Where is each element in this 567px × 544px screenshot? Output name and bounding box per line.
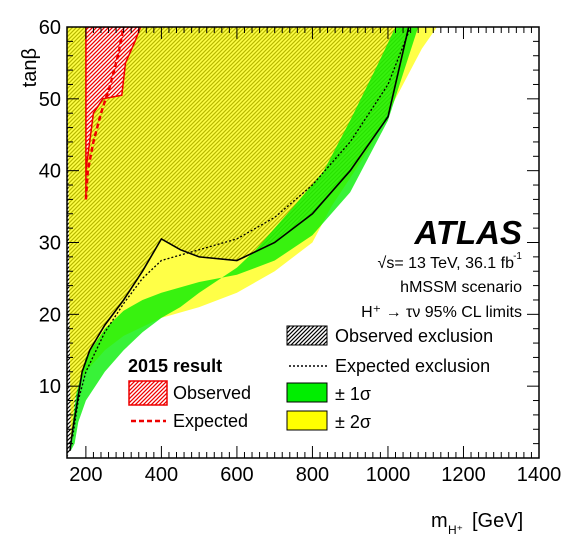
y-tick-label: 10 — [39, 376, 61, 398]
svg-text:tanβ: tanβ — [19, 48, 41, 87]
legend-observed-swatch — [286, 325, 328, 346]
legend-sigma2-swatch — [286, 410, 328, 431]
sigma1-band — [70, 27, 419, 451]
legend-expected-label: Expected exclusion — [335, 356, 490, 376]
observed-limit-line — [69, 27, 410, 451]
svg-text:[GeV]: [GeV] — [472, 510, 523, 532]
legend-sigma2-label: ± 2σ — [335, 412, 371, 432]
expected-limit-line — [72, 27, 412, 437]
legend-2015-title: 2015 result — [128, 356, 222, 376]
y-tick-label: 40 — [39, 161, 61, 183]
y-tick-label: 50 — [39, 89, 61, 111]
previous-observed-region — [85, 27, 142, 200]
legend-2015: 2015 result Observed Expected — [128, 356, 251, 431]
legend-observed-label: Observed exclusion — [335, 326, 493, 346]
legend: Observed exclusion Expected exclusion ± … — [286, 325, 493, 432]
x-tick-label: 1000 — [366, 464, 411, 486]
x-tick-label: 600 — [220, 464, 253, 486]
scenario-label: hMSSM scenario — [400, 279, 522, 296]
atlas-label: ATLAS — [413, 214, 522, 251]
x-axis-title: m H⁺ [GeV] — [431, 510, 523, 537]
energy-exponent: -1 — [513, 251, 522, 262]
previous-expected-line — [84, 27, 125, 200]
svg-text:m: m — [431, 510, 448, 532]
x-tick-label: 200 — [69, 464, 102, 486]
legend-sigma1-label: ± 1σ — [335, 384, 371, 404]
y-tick-label: 60 — [39, 17, 61, 39]
svg-text:H⁺: H⁺ — [448, 523, 463, 537]
limits-label: H⁺ → τν 95% CL limits — [361, 304, 522, 321]
legend-2015-observed-swatch — [128, 380, 168, 406]
x-tick-label: 1400 — [517, 464, 562, 486]
x-tick-label: 1200 — [441, 464, 486, 486]
x-tick-label: 800 — [296, 464, 329, 486]
y-tick-label: 20 — [39, 304, 61, 326]
y-axis-title: tanβ — [19, 48, 41, 87]
energy-label: √s= 13 TeV, 36.1 fb — [378, 255, 515, 272]
y-tick-label: 30 — [39, 233, 61, 255]
legend-2015-expected-label: Expected — [173, 411, 248, 431]
legend-2015-observed-label: Observed — [173, 383, 251, 403]
legend-sigma1-swatch — [286, 382, 328, 403]
x-tick-label: 400 — [145, 464, 178, 486]
